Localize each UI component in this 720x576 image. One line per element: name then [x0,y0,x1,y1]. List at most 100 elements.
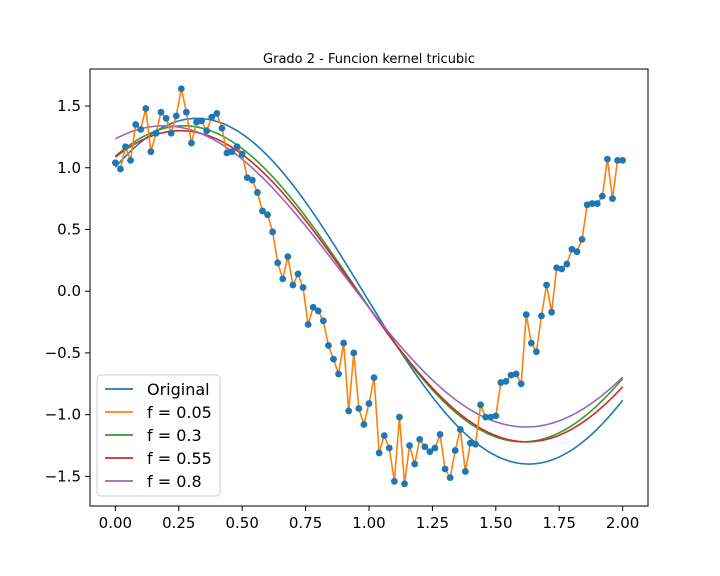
y-tick-label: 0.0 [57,282,81,300]
data-point [309,303,317,311]
data-point [193,118,200,126]
data-point [370,374,378,382]
data-point [127,156,134,164]
data-point [411,460,419,468]
data-point [137,126,145,133]
data-point [157,108,165,116]
data-point [401,480,408,488]
data-point [259,207,266,215]
data-point [543,281,550,289]
data-point [456,426,464,433]
y-tick-label: −1.0 [45,406,81,424]
data-point [604,155,611,163]
data-point [487,413,495,421]
data-point [325,342,332,349]
data-point [568,245,576,253]
data-point [117,165,124,173]
data-point [294,270,302,278]
data-point [248,176,256,184]
data-point [142,105,150,112]
data-point [588,200,596,207]
data-point [152,129,160,137]
data-point [319,317,327,325]
data-point [396,413,403,421]
data-point [609,195,616,203]
y-axis: −1.5 −1.0 −0.5 0.0 0.5 1.0 1.5 [45,97,90,485]
data-point [238,150,246,158]
x-tick-label: 1.75 [543,514,576,532]
x-tick-label: 1.00 [352,514,385,532]
data-point [269,228,277,236]
data-point [188,139,195,147]
data-point [482,413,490,421]
data-point [477,401,484,409]
data-point [330,355,337,363]
data-point [147,148,155,156]
x-tick-label: 0.00 [99,514,132,532]
data-point [233,143,241,151]
legend-label: Original [147,380,210,399]
x-tick-label: 0.50 [225,514,258,532]
data-point [350,349,358,357]
y-tick-label: 1.5 [57,97,81,115]
data-point [426,448,434,456]
data-point [375,449,383,457]
legend-box [96,374,221,497]
data-point [517,380,525,388]
data-point [203,127,211,135]
x-tick-label: 1.50 [479,514,512,532]
data-point [355,405,363,412]
x-tick-label: 2.00 [606,514,639,532]
y-tick-label: 0.5 [57,220,81,238]
data-point [533,348,540,356]
data-point [583,201,591,209]
data-point [132,121,140,128]
legend-label: f = 0.3 [147,426,202,445]
data-point [213,110,221,117]
x-tick-label: 1.25 [416,514,449,532]
data-point [553,264,561,272]
data-point [264,211,271,219]
y-tick-label: 1.0 [57,159,81,177]
y-tick-label: −0.5 [45,344,81,362]
data-point [340,339,348,347]
data-point [558,265,566,273]
data-point [122,143,129,151]
data-point [385,444,393,452]
chart-title: Grado 2 - Funcion kernel tricubic [263,52,475,67]
data-point [461,468,469,475]
data-point [365,400,373,407]
y-tick-label: −1.5 [45,467,81,485]
data-point [335,370,342,378]
data-point [299,284,307,291]
data-point [223,149,231,157]
x-axis: 0.00 0.25 0.50 0.75 1.00 1.25 1.50 1.75 2.00 [99,506,639,532]
data-point [254,189,261,196]
x-tick-label: 0.25 [162,514,195,532]
data-point [416,435,424,443]
data-point [274,259,282,267]
data-point [167,129,175,137]
data-point [502,377,510,385]
data-point [279,275,287,283]
legend-label: f = 0.05 [147,403,212,422]
data-point [380,432,388,440]
data-point [446,474,454,482]
data-point [507,371,515,379]
data-point [527,339,535,347]
data-point [431,444,439,452]
data-point [304,321,312,328]
data-point [243,174,251,182]
data-point [406,442,413,449]
data-point [548,308,556,316]
data-point [578,235,586,243]
data-point [177,85,185,93]
data-point [492,412,500,420]
data-point [593,200,601,207]
data-point [314,307,322,315]
data-point [390,477,398,485]
data-point [467,439,474,447]
data-point [497,379,505,386]
data-point [360,421,368,428]
